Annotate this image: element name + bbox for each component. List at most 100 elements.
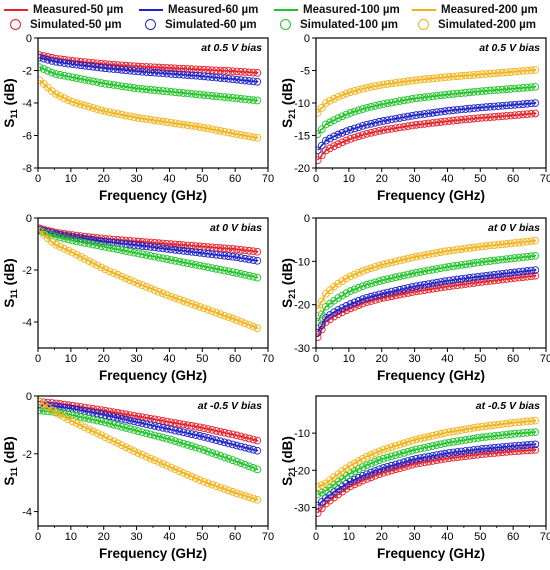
bias-annotation: at 0 V bias <box>488 222 540 234</box>
simulated-point <box>122 274 130 283</box>
simulated-point <box>358 282 367 290</box>
x-tick-label: 0 <box>313 173 319 185</box>
x-tick-label: 0 <box>313 353 319 365</box>
simulated-point <box>367 450 375 459</box>
simulated-point <box>330 116 338 124</box>
simulated-point <box>420 433 429 442</box>
simulated-point <box>387 287 396 296</box>
y-tick-label: -8 <box>22 163 32 175</box>
simulated-point <box>375 261 384 270</box>
simulated-point <box>175 120 184 128</box>
x-axis-label: Frequency (GHz) <box>377 368 485 383</box>
simulated-point <box>138 281 147 290</box>
y-tick-label: -15 <box>294 131 310 143</box>
legend: Measured-50 µm Measured-60 µm Measured-100… <box>0 0 550 34</box>
simulated-point <box>338 129 347 137</box>
x-tick-label: 50 <box>474 531 486 543</box>
legend-circle-swatch <box>418 19 429 30</box>
simulated-point <box>113 439 122 448</box>
simulated-point <box>350 459 359 468</box>
simulated-point <box>395 459 404 468</box>
series-2 <box>38 227 262 282</box>
simulated-point <box>134 427 143 435</box>
series-2 <box>38 406 262 474</box>
x-tick-label: 0 <box>35 531 41 543</box>
measured-line <box>317 268 537 333</box>
x-tick-label: 30 <box>408 531 420 543</box>
simulated-point <box>76 253 85 261</box>
simulated-point <box>64 415 73 424</box>
simulated-point <box>437 440 445 449</box>
simulated-point <box>93 429 101 438</box>
simulated-point <box>232 130 241 139</box>
x-tick-label: 30 <box>130 173 142 185</box>
x-axis-label: Frequency (GHz) <box>377 546 485 561</box>
simulated-point <box>200 433 208 441</box>
x-tick-label: 20 <box>376 353 388 365</box>
simulated-point <box>249 445 258 454</box>
simulated-point <box>371 449 379 457</box>
simulated-point <box>175 295 184 304</box>
legend-circle-swatch <box>145 19 156 30</box>
simulated-point <box>371 457 379 466</box>
bias-annotation: at -0.5 V bias <box>476 400 540 412</box>
y-tick-label: -5 <box>300 66 310 78</box>
series-0 <box>316 271 540 342</box>
simulated-point <box>105 435 114 444</box>
simulated-point <box>383 453 392 462</box>
y-tick-label: -4 <box>22 317 32 329</box>
x-tick-label: 10 <box>65 173 77 185</box>
simulated-point <box>342 464 351 473</box>
plot-area <box>38 224 262 333</box>
simulated-point <box>346 135 355 143</box>
x-tick-label: 40 <box>441 173 453 185</box>
simulated-point <box>200 424 208 432</box>
legend-item: Simulated-100 µm <box>274 17 398 32</box>
simulated-point <box>241 460 249 469</box>
simulated-point <box>358 454 367 463</box>
simulated-point <box>179 469 188 477</box>
simulated-point <box>183 298 192 307</box>
simulated-point <box>241 319 249 328</box>
simulated-point <box>68 236 77 245</box>
simulated-point <box>39 65 48 73</box>
simulated-point <box>130 447 138 455</box>
simulated-point <box>249 463 258 472</box>
simulated-point <box>363 83 371 92</box>
measured-line <box>317 430 537 496</box>
simulated-point <box>317 141 326 150</box>
simulated-point <box>338 474 347 483</box>
simulated-point <box>334 306 343 314</box>
simulated-point <box>330 308 338 317</box>
legend-label: Measured-50 µm <box>33 3 124 16</box>
y-tick-label: -10 <box>294 98 310 110</box>
simulated-point <box>146 454 155 463</box>
x-tick-label: 30 <box>408 173 420 185</box>
simulated-point <box>316 509 322 517</box>
y-tick-label: 0 <box>26 33 32 45</box>
simulated-point <box>253 465 262 474</box>
chart-panel-s21-neg0.5v: 0 10 20 30 40 50 60 70 -30 -20 -10 Frequency (GHz) S… <box>280 395 550 561</box>
simulated-point <box>330 312 338 321</box>
simulated-point <box>334 92 343 101</box>
simulated-point <box>387 452 396 461</box>
y-tick-label: -20 <box>294 163 310 175</box>
simulated-point <box>126 276 134 284</box>
simulated-point <box>342 479 351 488</box>
x-tick-label: 50 <box>196 173 208 185</box>
series-3 <box>38 76 262 142</box>
simulated-point <box>89 259 97 268</box>
simulated-point <box>117 272 126 281</box>
plot-area <box>316 236 540 342</box>
series-2 <box>316 82 540 139</box>
x-tick-label: 0 <box>313 531 319 543</box>
simulated-point <box>367 459 375 468</box>
simulated-point <box>241 443 249 452</box>
simulated-point <box>316 305 322 313</box>
simulated-point <box>48 68 56 77</box>
simulated-point <box>354 457 363 465</box>
simulated-point <box>330 296 338 305</box>
series-3 <box>38 397 262 504</box>
simulated-point <box>371 82 379 90</box>
simulated-point <box>220 453 229 462</box>
